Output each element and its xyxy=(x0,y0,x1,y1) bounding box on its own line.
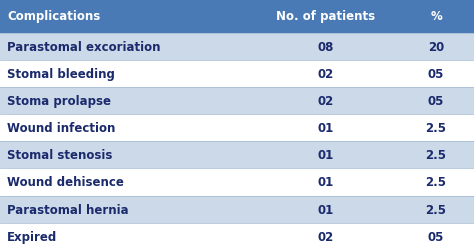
Bar xyxy=(0,115,254,142)
Bar xyxy=(398,196,474,223)
Bar xyxy=(254,61,398,88)
Bar xyxy=(0,196,254,223)
Bar xyxy=(254,196,398,223)
Bar xyxy=(0,142,254,169)
Text: 02: 02 xyxy=(318,95,334,108)
Bar xyxy=(254,115,398,142)
Text: 2.5: 2.5 xyxy=(426,203,447,216)
Text: 20: 20 xyxy=(428,41,444,54)
Bar xyxy=(0,0,254,34)
Text: Stoma prolapse: Stoma prolapse xyxy=(7,95,111,108)
Text: Complications: Complications xyxy=(7,10,100,23)
Bar xyxy=(398,0,474,34)
Text: Expired: Expired xyxy=(7,230,57,243)
Bar xyxy=(0,88,254,115)
Text: 08: 08 xyxy=(318,41,334,54)
Text: 2.5: 2.5 xyxy=(426,149,447,162)
Text: No. of patients: No. of patients xyxy=(276,10,375,23)
Bar xyxy=(0,223,254,250)
Text: Parastomal hernia: Parastomal hernia xyxy=(7,203,129,216)
Text: 02: 02 xyxy=(318,230,334,243)
Bar xyxy=(254,223,398,250)
Bar xyxy=(0,34,254,61)
Bar xyxy=(0,61,254,88)
Bar xyxy=(398,169,474,196)
Text: 01: 01 xyxy=(318,149,334,162)
Text: 05: 05 xyxy=(428,230,444,243)
Text: Wound infection: Wound infection xyxy=(7,122,116,135)
Bar xyxy=(398,88,474,115)
Text: 01: 01 xyxy=(318,176,334,189)
Text: 2.5: 2.5 xyxy=(426,176,447,189)
Bar xyxy=(254,88,398,115)
Text: Stomal stenosis: Stomal stenosis xyxy=(7,149,112,162)
Bar xyxy=(254,0,398,34)
Bar xyxy=(398,61,474,88)
Text: 01: 01 xyxy=(318,122,334,135)
Bar xyxy=(398,223,474,250)
Bar xyxy=(398,142,474,169)
Text: Stomal bleeding: Stomal bleeding xyxy=(7,68,115,81)
Text: 05: 05 xyxy=(428,95,444,108)
Bar xyxy=(398,115,474,142)
Text: Wound dehisence: Wound dehisence xyxy=(7,176,124,189)
Text: Parastomal excoriation: Parastomal excoriation xyxy=(7,41,161,54)
Bar xyxy=(398,34,474,61)
Text: 2.5: 2.5 xyxy=(426,122,447,135)
Text: 01: 01 xyxy=(318,203,334,216)
Bar xyxy=(254,34,398,61)
Bar xyxy=(0,169,254,196)
Text: %: % xyxy=(430,10,442,23)
Text: 02: 02 xyxy=(318,68,334,81)
Bar xyxy=(254,169,398,196)
Text: 05: 05 xyxy=(428,68,444,81)
Bar xyxy=(254,142,398,169)
